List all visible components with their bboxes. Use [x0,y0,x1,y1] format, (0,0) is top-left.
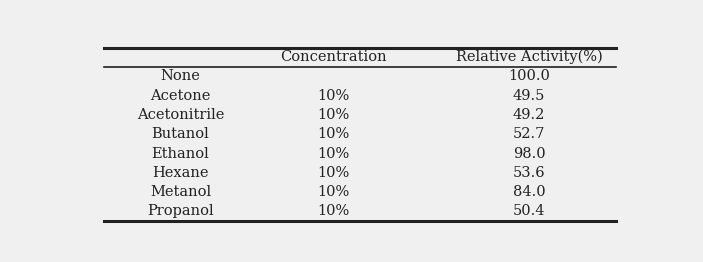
Text: 10%: 10% [317,108,349,122]
Text: 100.0: 100.0 [508,69,550,84]
Text: 84.0: 84.0 [513,185,546,199]
Text: 98.0: 98.0 [513,147,546,161]
Text: 10%: 10% [317,166,349,180]
Text: Acetonitrile: Acetonitrile [137,108,224,122]
Text: 52.7: 52.7 [513,127,546,141]
Text: Metanol: Metanol [150,185,211,199]
Text: Acetone: Acetone [150,89,211,103]
Text: Relative Activity(%): Relative Activity(%) [456,50,602,64]
Text: Butanol: Butanol [152,127,209,141]
Text: 10%: 10% [317,147,349,161]
Text: 10%: 10% [317,127,349,141]
Text: 10%: 10% [317,204,349,219]
Text: Ethanol: Ethanol [152,147,209,161]
Text: 49.2: 49.2 [513,108,546,122]
Text: Propanol: Propanol [147,204,214,219]
Text: 53.6: 53.6 [513,166,546,180]
Text: 50.4: 50.4 [513,204,546,219]
Text: 10%: 10% [317,89,349,103]
Text: Hexane: Hexane [153,166,209,180]
Text: 10%: 10% [317,185,349,199]
Text: 49.5: 49.5 [513,89,546,103]
Text: None: None [160,69,200,84]
Text: Concentration: Concentration [280,50,387,64]
